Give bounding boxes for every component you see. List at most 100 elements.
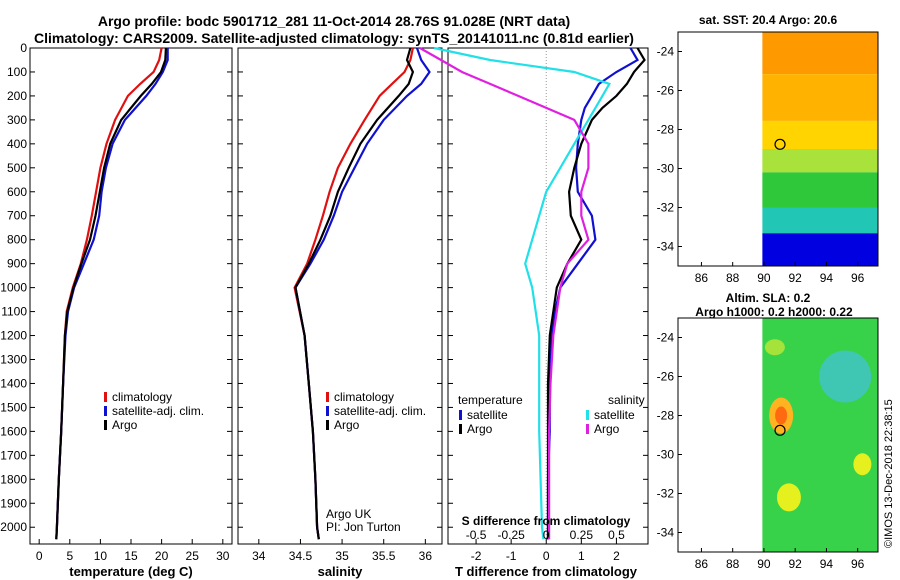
sst-map: 86 88 90 92 94 96 -24 -26 -28 -30 -32 -34 (657, 31, 879, 285)
diff-legend-sal-title: salinity (608, 393, 645, 407)
sst-band (762, 172, 878, 208)
argo-location-marker (774, 424, 786, 436)
diff-legend-sal-swatch (586, 424, 589, 434)
map-x-tick-label: 94 (820, 271, 834, 285)
sla-blob (853, 453, 872, 476)
difference-top-tick-label: 0 (543, 528, 550, 542)
map-x-tick-label: 96 (851, 557, 865, 571)
map-y-tick-label: -28 (657, 409, 675, 423)
difference-top-tick-label: 0.25 (570, 528, 594, 542)
sla-blob (775, 406, 788, 425)
salinity-legend-swatch (326, 392, 329, 402)
salinity-legend-label: Argo (334, 418, 360, 432)
sla-map-title-2: Argo h1000: 0.2 h2000: 0.22 (695, 305, 853, 319)
depth-tick-label: 1800 (0, 472, 27, 486)
map-y-tick-label: -32 (657, 201, 675, 215)
salinity-x-tick-label: 36 (419, 549, 433, 563)
sla-blob (819, 350, 872, 403)
sla-blob (776, 483, 801, 512)
temperature-legend-label: climatology (112, 390, 172, 404)
difference-x-tick-label: 2 (613, 549, 620, 563)
salinity-x-tick-label: 34.5 (289, 549, 313, 563)
difference-x-tick-label: -2 (471, 549, 482, 563)
salinity-axes-frame (237, 47, 443, 545)
depth-tick-label: 1300 (0, 352, 27, 366)
diff-legend-temp-label: satellite (467, 408, 508, 422)
argo-location-marker (774, 138, 786, 150)
salinity-x-tick-label: 35.5 (372, 549, 396, 563)
depth-axis: 0 100 200 300 400 500 600 700 800 900 1000 1100 1200… (0, 41, 648, 534)
temperature-legend-swatch (104, 406, 107, 416)
depth-tick-label: 700 (7, 209, 27, 223)
diff-legend-temp-swatch (459, 424, 462, 434)
depth-tick-label: 400 (7, 137, 27, 151)
map-x-tick-label: 94 (820, 557, 834, 571)
diff-line-temperature-satellite (546, 47, 640, 540)
difference-xlabel: T difference from climatology (455, 564, 638, 579)
temperature-x-tick-label: 10 (94, 549, 108, 563)
salinity-legend-label: satellite-adj. clim. (334, 404, 426, 418)
sla-blob (764, 339, 785, 356)
depth-tick-label: 1500 (0, 400, 27, 414)
map-y-tick-label: -26 (657, 84, 675, 98)
map-x-tick-label: 92 (789, 557, 803, 571)
diff-line-salinity-satellite (433, 46, 612, 540)
map-y-tick-label: -30 (657, 162, 675, 176)
map-x-tick-label: 86 (695, 271, 709, 285)
sst-band (762, 207, 878, 234)
diff-line-temperature-argo (546, 47, 646, 540)
difference-top-tick-label: -0.25 (497, 528, 525, 542)
sla-map: 86 88 90 92 94 96 -24 -26 -28 -30 -32 -34 (657, 317, 879, 571)
temperature-x-tick-label: 20 (155, 549, 169, 563)
diff-legend-temp-label: Argo (467, 422, 493, 436)
difference-top-tick-label: -0.5 (466, 528, 487, 542)
depth-tick-label: 500 (7, 161, 27, 175)
map-y-tick-label: -34 (657, 240, 675, 254)
map-x-tick-label: 90 (757, 271, 771, 285)
salinity-legend-swatch (326, 406, 329, 416)
diff-legend-sal-swatch (586, 410, 589, 420)
credit-line-1: Argo UK (326, 507, 371, 521)
map-frame (677, 31, 879, 267)
depth-tick-label: 2000 (0, 520, 27, 534)
credit-line-2: PI: Jon Turton (326, 520, 401, 534)
difference-x-tick-label: -1 (506, 549, 517, 563)
diff-legend-temp-swatch (459, 410, 462, 420)
temperature-x-tick-label: 5 (66, 549, 73, 563)
map-frame (677, 317, 879, 553)
depth-tick-label: 1600 (0, 424, 27, 438)
depth-tick-label: 1400 (0, 376, 27, 390)
series-line-climatology (293, 47, 414, 540)
temperature-x-tick-label: 30 (216, 549, 230, 563)
sla-map-title-1: Altim. SLA: 0.2 (726, 291, 811, 305)
salinity-xlabel: salinity (318, 564, 364, 579)
map-y-tick-label: -24 (657, 331, 675, 345)
map-y-tick-label: -32 (657, 487, 675, 501)
series-line-argo (55, 47, 167, 540)
map-x-tick-label: 90 (757, 557, 771, 571)
difference-x-tick-label: 0 (543, 549, 550, 563)
salinity-legend-swatch (326, 420, 329, 430)
depth-tick-label: 1900 (0, 496, 27, 510)
salinity-legend-label: climatology (334, 390, 394, 404)
temperature-legend-label: satellite-adj. clim. (112, 404, 204, 418)
map-x-tick-label: 88 (726, 271, 740, 285)
difference-axes-frame (447, 47, 649, 545)
map-y-tick-label: -34 (657, 526, 675, 540)
depth-tick-label: 300 (7, 113, 27, 127)
salinity-plot: 34 34.5 35 35.5 36 climatologysatellite-adj. … (252, 47, 433, 563)
map-x-tick-label: 96 (851, 271, 865, 285)
depth-tick-label: 0 (20, 41, 27, 55)
map-y-tick-label: -30 (657, 448, 675, 462)
series-line-argo (294, 47, 415, 540)
temperature-legend-swatch (104, 392, 107, 402)
map-x-tick-label: 92 (789, 271, 803, 285)
salinity-x-tick-label: 35 (335, 549, 349, 563)
depth-tick-label: 900 (7, 257, 27, 271)
map-y-tick-label: -28 (657, 123, 675, 137)
depth-tick-label: 1100 (1, 305, 27, 319)
map-x-tick-label: 88 (726, 557, 740, 571)
temperature-x-tick-label: 25 (186, 549, 200, 563)
